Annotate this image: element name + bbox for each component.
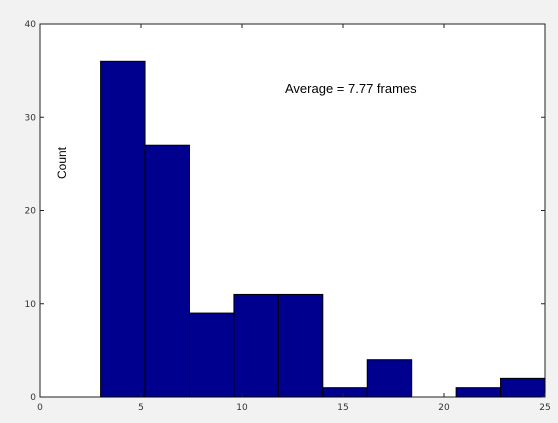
average-annotation: Average = 7.77 frames xyxy=(285,81,417,96)
y-tick-label: 40 xyxy=(25,20,37,30)
x-tick-label: 15 xyxy=(337,403,348,413)
histogram-bar xyxy=(144,144,190,398)
y-axis-label: Count xyxy=(55,146,69,179)
y-tick-label: 0 xyxy=(30,393,36,403)
histogram-bar xyxy=(100,60,146,398)
x-tick-label: 10 xyxy=(236,403,248,413)
ticks-layer: 0 5 10 15 20 25 0 10 20 30 40 xyxy=(25,20,551,413)
bars-layer xyxy=(100,60,546,398)
x-tick-label: 20 xyxy=(438,403,450,413)
y-tick-label: 30 xyxy=(25,113,37,123)
y-tick-label: 10 xyxy=(25,300,37,310)
x-tick-label: 0 xyxy=(37,403,43,413)
y-tick-label: 20 xyxy=(25,207,37,217)
histogram-bar xyxy=(322,387,368,398)
x-tick-label: 25 xyxy=(539,403,550,413)
x-tick-label: 5 xyxy=(138,403,144,413)
histogram-bar xyxy=(500,377,546,398)
histogram-bar xyxy=(366,359,413,398)
histogram-bar xyxy=(233,293,279,398)
histogram-bar xyxy=(188,312,235,398)
histogram-bar xyxy=(277,293,324,398)
histogram-bar xyxy=(455,387,502,398)
